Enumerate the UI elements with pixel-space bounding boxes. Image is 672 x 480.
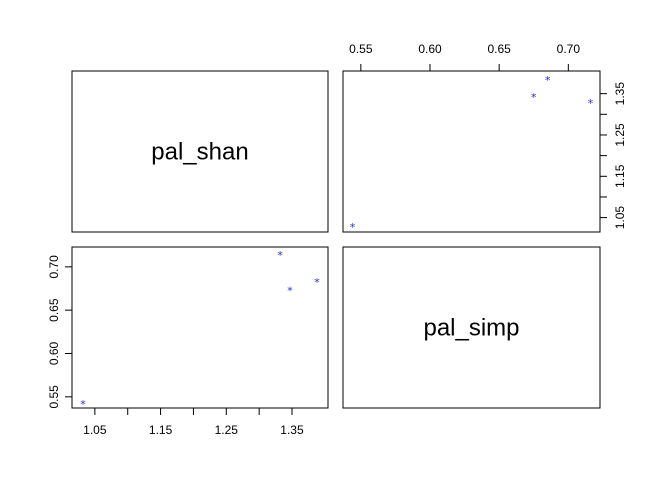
- top-tick-label: 0.70: [557, 42, 581, 56]
- panel-pal_simp-pal_shan: [71, 246, 329, 409]
- diagonal-label-pal_simp: pal_simp: [423, 315, 519, 342]
- right-tick-label: 1.05: [613, 206, 627, 230]
- diagonal-label-pal_shan: pal_shan: [151, 139, 248, 166]
- panels: [71, 70, 601, 409]
- top-tick-label: 0.55: [349, 42, 373, 56]
- data-point: *: [80, 398, 86, 411]
- bottom-tick-label: 1.05: [83, 423, 107, 437]
- bottom-tick-label: 1.15: [149, 423, 173, 437]
- top-tick-label: 0.60: [418, 42, 442, 56]
- bottom-tick-label: 1.25: [215, 423, 239, 437]
- bottom-tick-label: 1.35: [280, 423, 304, 437]
- data-point: *: [531, 91, 537, 104]
- left-tick-label: 0.70: [47, 255, 61, 279]
- data-point: *: [277, 249, 283, 262]
- left-tick-label: 0.55: [47, 385, 61, 409]
- axes: 1.05 1.15 1.25 1.35 0.55 0.60 0.65 0.70 0.55 0.60…: [47, 42, 627, 437]
- right-tick-label: 1.35: [613, 82, 627, 106]
- panel-pal_shan-pal_simp: [342, 70, 601, 233]
- panel-pal_shan-pal_shan: [71, 70, 329, 233]
- data-point: *: [545, 74, 551, 87]
- data-point: *: [588, 97, 594, 110]
- diagonal-labels: pal_shan pal_simp: [151, 139, 519, 342]
- right-tick-label: 1.15: [613, 164, 627, 188]
- right-tick-label: 1.25: [613, 123, 627, 147]
- data-point: *: [314, 276, 320, 289]
- points: * * * * * * * *: [80, 74, 593, 411]
- data-point: *: [350, 221, 356, 234]
- left-tick-label: 0.60: [47, 341, 61, 365]
- panel-pal_simp-pal_simp: [342, 246, 601, 409]
- top-tick-label: 0.65: [487, 42, 511, 56]
- data-point: *: [287, 285, 293, 298]
- left-tick-label: 0.65: [47, 298, 61, 322]
